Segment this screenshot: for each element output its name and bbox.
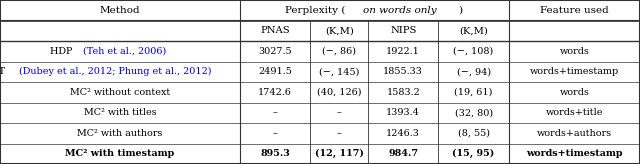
Text: words: words <box>559 88 589 97</box>
Text: PNAS: PNAS <box>260 26 290 35</box>
Text: –: – <box>337 129 342 138</box>
Text: 2491.5: 2491.5 <box>259 67 292 76</box>
Text: (−, 145): (−, 145) <box>319 67 360 76</box>
Text: –: – <box>273 129 278 138</box>
Text: (Teh et al., 2006): (Teh et al., 2006) <box>83 47 166 56</box>
Text: words+authors: words+authors <box>537 129 612 138</box>
Text: ): ) <box>458 6 462 15</box>
Text: words+title: words+title <box>546 108 603 117</box>
Text: 1583.2: 1583.2 <box>387 88 420 97</box>
Text: 895.3: 895.3 <box>260 149 290 158</box>
Text: 984.7: 984.7 <box>388 149 418 158</box>
Text: (8, 55): (8, 55) <box>458 129 490 138</box>
Text: words+timestamp: words+timestamp <box>526 149 623 158</box>
Text: 1742.6: 1742.6 <box>259 88 292 97</box>
Text: (40, 126): (40, 126) <box>317 88 362 97</box>
Text: (−, 86): (−, 86) <box>322 47 356 56</box>
Text: (K,M): (K,M) <box>324 26 354 35</box>
Text: –: – <box>337 108 342 117</box>
Text: MC² with timestamp: MC² with timestamp <box>65 149 175 158</box>
Text: Perplexity (: Perplexity ( <box>285 6 346 15</box>
Text: (−, 108): (−, 108) <box>454 47 493 56</box>
Text: HDP: HDP <box>50 47 76 56</box>
Text: MC² with authors: MC² with authors <box>77 129 163 138</box>
Text: 1922.1: 1922.1 <box>387 47 420 56</box>
Text: (19, 61): (19, 61) <box>454 88 493 97</box>
Text: Method: Method <box>100 6 140 15</box>
Text: words: words <box>559 47 589 56</box>
Text: (Dubey et al., 2012; Phung et al., 2012): (Dubey et al., 2012; Phung et al., 2012) <box>19 67 212 76</box>
Text: (15, 95): (15, 95) <box>452 149 495 158</box>
Text: MC² without context: MC² without context <box>70 88 170 97</box>
Text: Feature used: Feature used <box>540 6 609 15</box>
Text: (12, 117): (12, 117) <box>315 149 364 158</box>
Text: MC² with titles: MC² with titles <box>84 108 156 117</box>
Text: NIPS: NIPS <box>390 26 417 35</box>
Text: 1393.4: 1393.4 <box>387 108 420 117</box>
Text: words+timestamp: words+timestamp <box>530 67 619 76</box>
Text: 1246.3: 1246.3 <box>387 129 420 138</box>
Text: (−, 94): (−, 94) <box>456 67 491 76</box>
Text: –: – <box>273 108 278 117</box>
Text: 3027.5: 3027.5 <box>259 47 292 56</box>
Text: (K,M): (K,M) <box>459 26 488 35</box>
Text: on words only: on words only <box>363 6 437 15</box>
Text: npTOT: npTOT <box>0 67 8 76</box>
Text: 1855.33: 1855.33 <box>383 67 423 76</box>
Text: (32, 80): (32, 80) <box>454 108 493 117</box>
